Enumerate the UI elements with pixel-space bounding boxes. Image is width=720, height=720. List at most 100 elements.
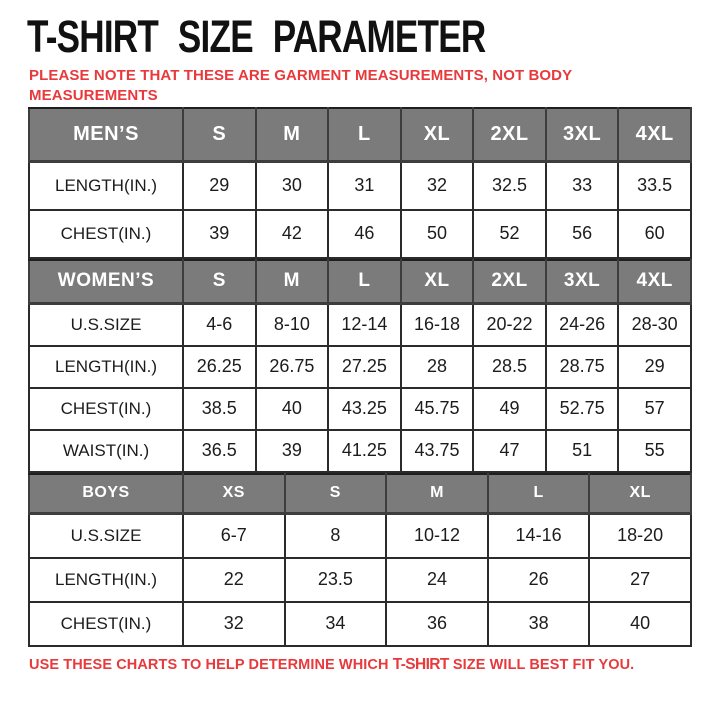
value-cell: 31 [327, 160, 402, 211]
size-header-cell: L [327, 258, 402, 305]
size-header-cell: 2XL [472, 106, 547, 163]
header-row: WOMEN’S S M L XL 2XL 3XL 4XL [28, 258, 692, 305]
garment-measurement-note: PLEASE NOTE THAT THESE ARE GARMENT MEASU… [29, 67, 572, 105]
value-cell: 57 [617, 386, 692, 431]
value-cell: 52.75 [544, 386, 620, 431]
womens-size-table: WOMEN’S S M L XL 2XL 3XL 4XL U.S.SIZE 4-6 8-10 12-1… [28, 258, 692, 473]
value-cell: 38 [486, 600, 591, 647]
value-cell: 38.5 [182, 386, 257, 431]
value-cell: 36.5 [182, 428, 257, 473]
value-cell: 43.75 [399, 428, 475, 473]
row-label-cell: CHEST(IN.) [28, 208, 184, 259]
page-title: T-SHIRT SIZE PARAMETER [27, 14, 693, 59]
group-header-cell: BOYS [28, 472, 184, 515]
size-header-cell: L [327, 106, 402, 163]
size-header-cell: XS [182, 472, 286, 515]
size-header-cell: XL [399, 258, 475, 305]
value-cell: 24-26 [544, 302, 620, 347]
size-header-cell: 3XL [544, 106, 620, 163]
value-cell: 28 [399, 344, 475, 389]
value-cell: 10-12 [385, 512, 489, 559]
value-cell: 26 [486, 556, 591, 603]
page-title-text: T-SHIRT SIZE PARAMETER [27, 11, 486, 62]
value-cell: 29 [617, 344, 692, 389]
table-row: U.S.SIZE 4-6 8-10 12-14 16-18 20-22 24-26 28-30 [28, 302, 692, 347]
value-cell: 34 [283, 600, 388, 647]
value-cell: 24 [385, 556, 489, 603]
value-cell: 23.5 [283, 556, 388, 603]
value-cell: 50 [399, 208, 475, 259]
value-cell: 32.5 [472, 160, 547, 211]
value-cell: 55 [617, 428, 692, 473]
row-label-cell: U.S.SIZE [28, 512, 184, 559]
value-cell: 36 [385, 600, 489, 647]
value-cell: 32 [399, 160, 475, 211]
value-cell: 60 [617, 208, 692, 259]
value-cell: 8 [283, 512, 388, 559]
value-cell: 45.75 [399, 386, 475, 431]
table-row: U.S.SIZE 6-7 8 10-12 14-16 18-20 [28, 512, 692, 559]
value-cell: 51 [544, 428, 620, 473]
size-header-cell: L [486, 472, 591, 515]
value-cell: 8-10 [254, 302, 330, 347]
footer-prefix: USE THESE CHARTS TO HELP DETERMINE WHICH [29, 656, 393, 673]
value-cell: 47 [472, 428, 547, 473]
row-label-cell: LENGTH(IN.) [28, 344, 184, 389]
value-cell: 12-14 [327, 302, 402, 347]
value-cell: 43.25 [327, 386, 402, 431]
value-cell: 14-16 [486, 512, 591, 559]
footer-emphasis: T-SHIRT [392, 655, 450, 673]
header-row: MEN’S S M L XL 2XL 3XL 4XL [28, 106, 692, 163]
value-cell: 46 [327, 208, 402, 259]
table-row: CHEST(IN.) 38.5 40 43.25 45.75 49 52.75 57 [28, 386, 692, 431]
value-cell: 18-20 [588, 512, 692, 559]
value-cell: 40 [254, 386, 330, 431]
row-label-cell: CHEST(IN.) [28, 600, 184, 647]
value-cell: 49 [472, 386, 547, 431]
boys-size-table: BOYS XS S M L XL U.S.SIZE 6-7 8 10-12 14-16 18-20 LE… [28, 472, 692, 647]
size-header-cell: 2XL [472, 258, 547, 305]
value-cell: 39 [254, 428, 330, 473]
row-label-cell: U.S.SIZE [28, 302, 184, 347]
value-cell: 52 [472, 208, 547, 259]
table-row: LENGTH(IN.) 22 23.5 24 26 27 [28, 556, 692, 603]
value-cell: 28.75 [544, 344, 620, 389]
value-cell: 32 [182, 600, 286, 647]
group-header-cell: WOMEN’S [28, 258, 184, 305]
value-cell: 40 [588, 600, 692, 647]
value-cell: 33 [544, 160, 620, 211]
header-row: BOYS XS S M L XL [28, 472, 692, 515]
value-cell: 26.25 [182, 344, 257, 389]
value-cell: 28.5 [472, 344, 547, 389]
group-header-cell: MEN’S [28, 106, 184, 163]
size-header-cell: M [385, 472, 489, 515]
fit-advice-footer: USE THESE CHARTS TO HELP DETERMINE WHICH… [29, 656, 693, 674]
value-cell: 42 [254, 208, 330, 259]
value-cell: 39 [182, 208, 257, 259]
value-cell: 41.25 [327, 428, 402, 473]
size-header-cell: 4XL [617, 258, 692, 305]
value-cell: 56 [544, 208, 620, 259]
size-header-cell: XL [588, 472, 692, 515]
table-row: CHEST(IN.) 39 42 46 50 52 56 60 [28, 208, 692, 259]
footer-suffix: SIZE WILL BEST FIT YOU. [448, 656, 635, 673]
size-header-cell: S [182, 258, 257, 305]
value-cell: 30 [254, 160, 330, 211]
mens-size-table: MEN’S S M L XL 2XL 3XL 4XL LENGTH(IN.) 29 30 31 32 32… [28, 106, 692, 259]
size-header-cell: M [254, 106, 330, 163]
size-header-cell: S [283, 472, 388, 515]
size-header-cell: 3XL [544, 258, 620, 305]
row-label-cell: LENGTH(IN.) [28, 556, 184, 603]
row-label-cell: WAIST(IN.) [28, 428, 184, 473]
table-row: CHEST(IN.) 32 34 36 38 40 [28, 600, 692, 647]
value-cell: 29 [182, 160, 257, 211]
size-header-cell: S [182, 106, 257, 163]
size-header-cell: M [254, 258, 330, 305]
row-label-cell: LENGTH(IN.) [28, 160, 184, 211]
value-cell: 22 [182, 556, 286, 603]
value-cell: 20-22 [472, 302, 547, 347]
value-cell: 27.25 [327, 344, 402, 389]
value-cell: 28-30 [617, 302, 692, 347]
row-label-cell: CHEST(IN.) [28, 386, 184, 431]
